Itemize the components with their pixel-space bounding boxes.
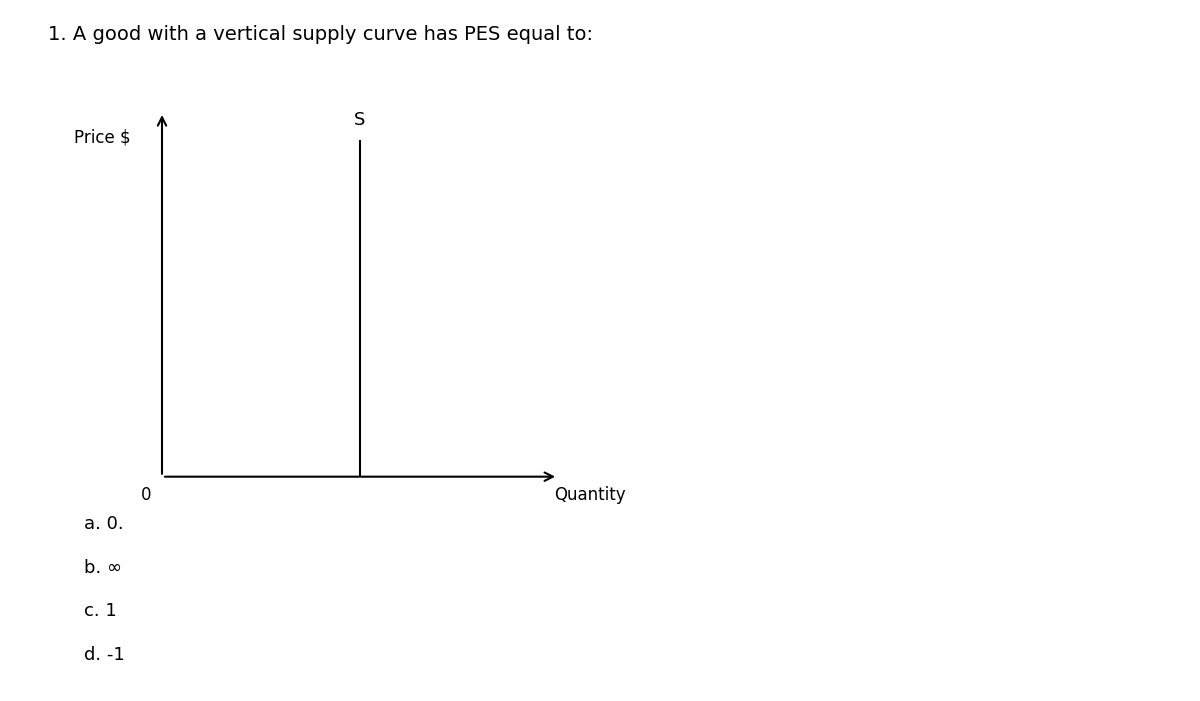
Text: Price $: Price $ — [73, 129, 131, 147]
Text: Quantity: Quantity — [554, 486, 625, 504]
Text: 1. A good with a vertical supply curve has PES equal to:: 1. A good with a vertical supply curve h… — [48, 25, 593, 43]
Text: d. -1: d. -1 — [84, 646, 125, 664]
Text: b. ∞: b. ∞ — [84, 559, 122, 577]
Text: a. 0.: a. 0. — [84, 515, 124, 533]
Text: S: S — [354, 111, 366, 128]
Text: 0: 0 — [140, 486, 151, 504]
Text: c. 1: c. 1 — [84, 602, 116, 620]
